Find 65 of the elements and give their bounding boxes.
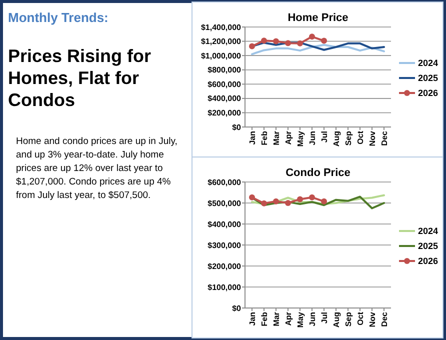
x-tick-label: Feb [260, 312, 269, 326]
y-tick-label: $0 [232, 122, 242, 132]
x-tick-label: Dec [380, 130, 389, 146]
legend-label: 2024 [418, 226, 438, 236]
x-tick-label: Oct [356, 130, 365, 144]
legend-label: 2025 [418, 73, 438, 84]
point [273, 38, 279, 44]
text: Home and condo prices are up in July, and up 3% year-to-date. July home prices are up 12% over last year to $1,207,000. Condo prices are up 4% from July last year, to $507,500. [16, 136, 178, 201]
legend-label: 2024 [418, 58, 438, 68]
x-tick-label: Jun [308, 130, 317, 146]
x-tick-label: Nov [368, 130, 377, 146]
y-tick-label: $400,000 [208, 94, 242, 104]
x-tick-label: Mar [272, 131, 281, 146]
chart-title: Condo Price [286, 167, 350, 179]
x-tick-label: Oct [356, 312, 365, 326]
chart-title: Home Price [288, 12, 348, 24]
x-tick-label: May [296, 311, 305, 328]
y-tick-label: $1,200,000 [200, 37, 242, 46]
x-tick-label: Apr [284, 131, 293, 145]
text: Prices Rising for Homes, Flat for Condos [8, 46, 152, 110]
text: Monthly Trends: [8, 10, 108, 25]
x-tick-label: Aug [332, 312, 341, 328]
x-tick-label: Jan [248, 312, 257, 326]
point [321, 38, 327, 44]
point [309, 194, 315, 200]
legend-label: 2026 [418, 256, 438, 266]
x-tick-label: Nov [368, 311, 377, 328]
y-tick-label: $1,000,000 [200, 51, 242, 60]
x-tick-label: May [296, 130, 305, 147]
x-tick-label: Apr [284, 312, 293, 326]
y-tick-label: $200,000 [208, 108, 242, 118]
y-tick-label: $500,000 [208, 198, 242, 208]
x-tick-label: Mar [272, 312, 281, 326]
x-tick-label: Aug [332, 130, 341, 147]
y-tick-label: $600,000 [208, 178, 242, 187]
line-series [251, 194, 385, 206]
point [249, 194, 255, 200]
y-tick-label: $800,000 [208, 66, 242, 75]
y-tick-label: $100,000 [208, 282, 242, 292]
x-tick-label: Sep [344, 312, 353, 327]
y-tick-label: $1,400,000 [200, 22, 242, 32]
point [249, 43, 255, 50]
point [297, 40, 303, 46]
point [285, 40, 291, 46]
legend-label: 2026 [418, 88, 438, 98]
legend-label: 2025 [418, 241, 438, 252]
point [321, 198, 327, 204]
x-tick-label: Jun [308, 312, 317, 326]
point [273, 198, 279, 204]
point [309, 34, 315, 40]
x-tick-label: Dec [380, 311, 389, 327]
point [261, 200, 267, 206]
y-tick-label: $300,000 [208, 240, 242, 250]
y-tick-label: $0 [232, 304, 242, 313]
point [261, 38, 267, 44]
x-tick-label: Jul [320, 131, 329, 143]
point [285, 200, 291, 206]
y-tick-label: $600,000 [208, 80, 242, 89]
y-tick-label: $400,000 [208, 220, 242, 229]
x-tick-label: Feb [260, 130, 269, 146]
point [297, 196, 303, 202]
y-tick-label: $200,000 [208, 262, 242, 271]
x-tick-label: Jul [320, 312, 329, 324]
x-tick-label: Jan [248, 130, 257, 145]
x-tick-label: Sep [344, 130, 353, 146]
